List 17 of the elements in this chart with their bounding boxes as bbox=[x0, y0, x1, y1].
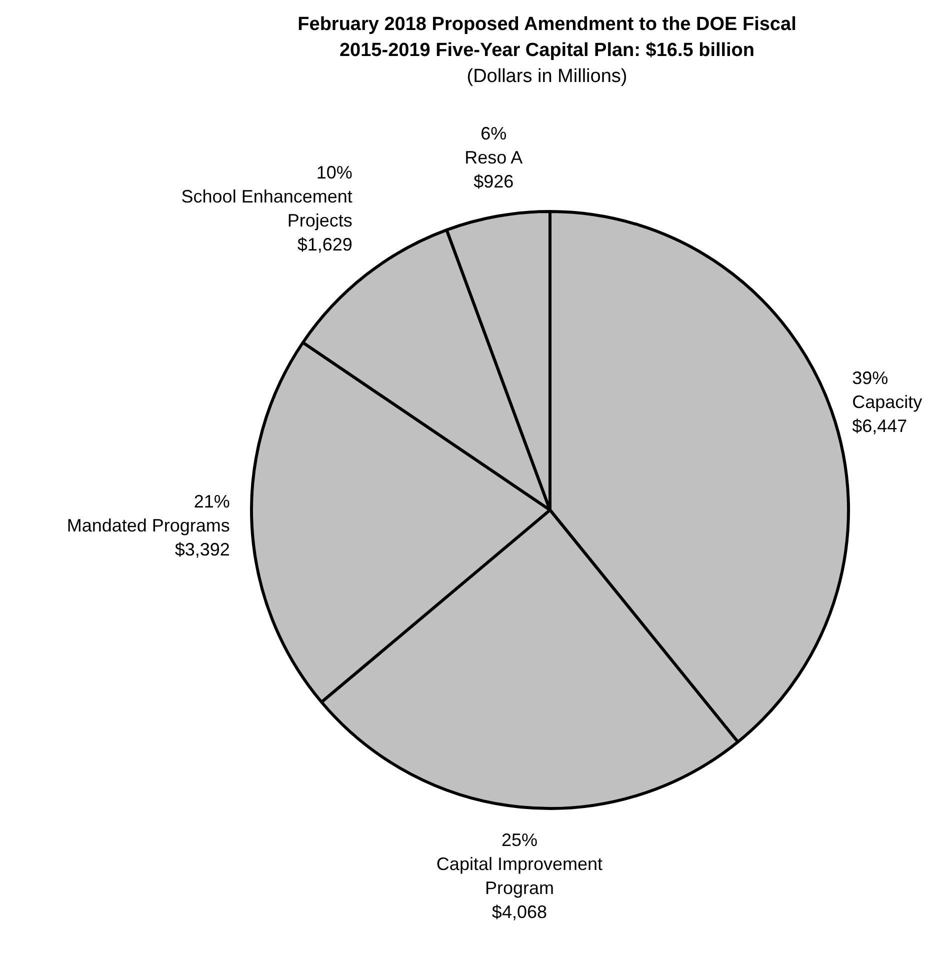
text: 25% bbox=[501, 830, 538, 850]
text: 6% bbox=[480, 123, 507, 144]
text: 21% bbox=[194, 492, 230, 512]
slice-label: Capacity bbox=[852, 392, 922, 412]
data-label: $6,447 bbox=[852, 416, 908, 436]
data-label: $1,629 bbox=[297, 234, 352, 255]
slice-label: Capital Improvement Program bbox=[436, 854, 603, 898]
chart-title: February 2018 Proposed Amendment to the DOE Fiscal 2015-2019 Five-Year Capital Plan: $16.5 billion bbox=[296, 13, 798, 63]
slice-label: Reso A bbox=[464, 147, 523, 168]
data-label: $3,392 bbox=[174, 540, 230, 560]
text: 10% bbox=[316, 162, 352, 183]
data-label: $4,068 bbox=[492, 902, 547, 922]
chart-subtitle: (Dollars in Millions) bbox=[466, 65, 628, 89]
slice-label: School Enhancement Projects bbox=[181, 186, 352, 231]
text: 39% bbox=[852, 368, 888, 388]
slice-label: Mandated Programs bbox=[66, 516, 230, 536]
data-label: $926 bbox=[474, 171, 514, 192]
